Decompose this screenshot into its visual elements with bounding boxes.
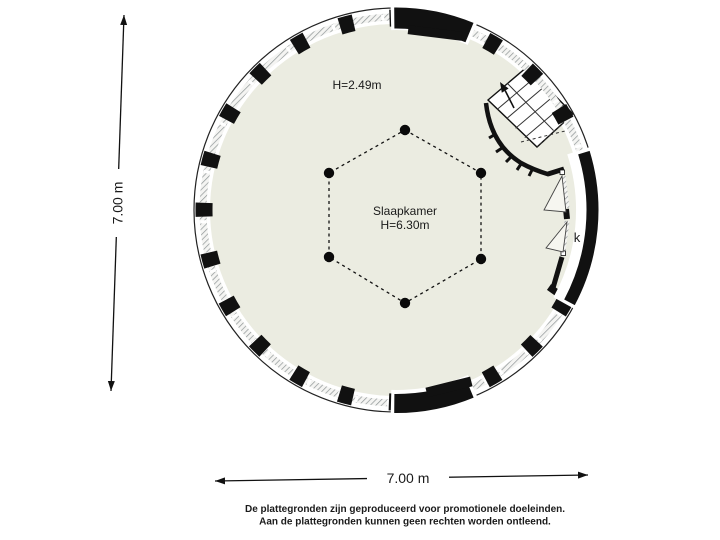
- room-name-label: Slaapkamer: [373, 204, 437, 218]
- top-wall-block: [390, 4, 479, 46]
- horizontal-dimension-text: 7.00 m: [387, 470, 430, 486]
- door-swing-2: [545, 220, 568, 253]
- column-dot: [323, 167, 335, 179]
- top-block-step: [407, 25, 463, 41]
- column-hexagon: [323, 124, 487, 309]
- closet-outer-thick-wall: [564, 150, 599, 306]
- dimension-label-box: [367, 467, 449, 489]
- vertical-dimension: 7.00 m: [106, 14, 129, 392]
- room-height-label: H=6.30m: [380, 218, 429, 232]
- dimension-label-box: [106, 169, 129, 237]
- disclaimer-line-1: De plattegronden zijn geproduceerd voor …: [245, 504, 565, 515]
- vertical-dimension-label: 7.00 m: [106, 169, 129, 237]
- column-dot: [323, 251, 335, 263]
- curved-stair-wall: [483, 102, 550, 177]
- stair-direction-arrow-icon: [500, 82, 515, 109]
- door-swing-1: [543, 174, 567, 213]
- bottom-block-step: [425, 376, 473, 398]
- column-dot: [399, 124, 411, 136]
- closet-door-1: [560, 175, 570, 209]
- curved-wall: [483, 102, 550, 177]
- column-dot: [475, 253, 487, 265]
- closet-label: k: [574, 230, 581, 245]
- closet-outer-wall-zone: [553, 146, 602, 310]
- column-dot: [475, 167, 487, 179]
- vertical-dimension-text: 7.00 m: [110, 182, 126, 225]
- horizontal-dimension: 7.00 m: [214, 467, 589, 489]
- horizontal-dimension-label: 7.00 m: [367, 467, 449, 489]
- stair-headroom-dashed-line: [520, 130, 566, 143]
- disclaimer-line-2: Aan de plattegronden kunnen geen rechten…: [259, 517, 551, 528]
- bottom-block-wall: [394, 379, 474, 414]
- ceiling-height-label: H=2.49m: [332, 78, 381, 92]
- column-dot: [399, 297, 411, 309]
- door-hinge-post: [559, 169, 565, 175]
- staircase: [486, 66, 575, 148]
- curved-wall-teeth: [488, 133, 534, 177]
- bottom-wall-block: [390, 374, 479, 416]
- closet-lower-wall: [550, 256, 565, 289]
- column-dots: [323, 124, 487, 309]
- top-block-wall: [394, 7, 474, 43]
